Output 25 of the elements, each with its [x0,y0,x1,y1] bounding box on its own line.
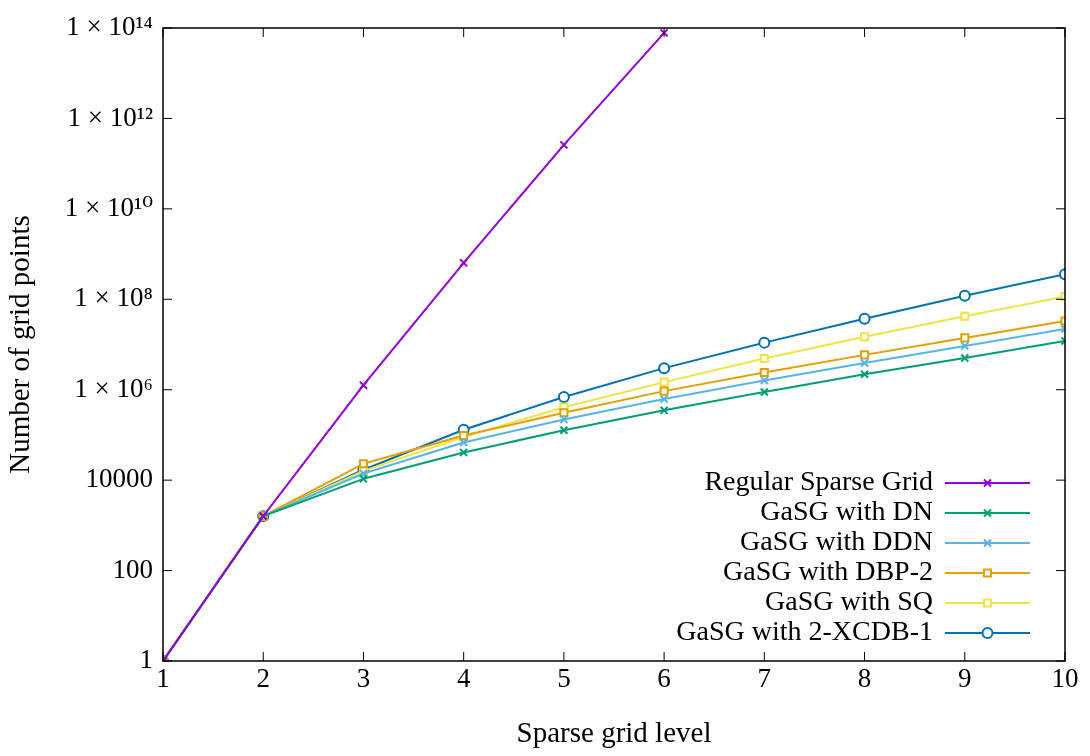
legend-label: GaSG with DBP-2 [722,555,933,587]
legend-label: GaSG with 2-XCDB-1 [676,615,933,647]
y-axis-title: Number of grid points [3,215,36,474]
x-tick-label: 10 [1051,663,1079,694]
x-tick-label: 7 [757,663,772,694]
legend-label: GaSG with SQ [764,585,933,617]
x-tick-label: 9 [958,663,972,694]
y-tick-label: 100 [112,553,153,584]
y-tick-label: 1 × 10¹² [67,101,153,132]
x-tick-label: 8 [857,663,872,694]
x-tick-label: 5 [557,663,571,694]
y-tick-label: 1 × 10⁸ [74,282,153,313]
y-tick-label: 1 [139,644,153,675]
legend-label: GaSG with DN [760,495,933,527]
y-tick-label: 1 × 10⁶ [74,372,153,403]
x-tick-label: 3 [356,663,371,694]
y-tick-label: 1 × 10¹⁴ [66,11,153,42]
legend-label: Regular Sparse Grid [704,465,933,497]
y-tick-label: 10000 [85,463,153,494]
x-tick-label: 2 [256,663,270,694]
legend-label: GaSG with DDN [740,525,933,557]
x-tick-label: 6 [657,663,671,694]
x-tick-label: 4 [456,663,471,694]
x-axis-title: Sparse grid level [516,716,712,749]
y-tick-label: 1 × 10¹⁰ [64,191,154,222]
